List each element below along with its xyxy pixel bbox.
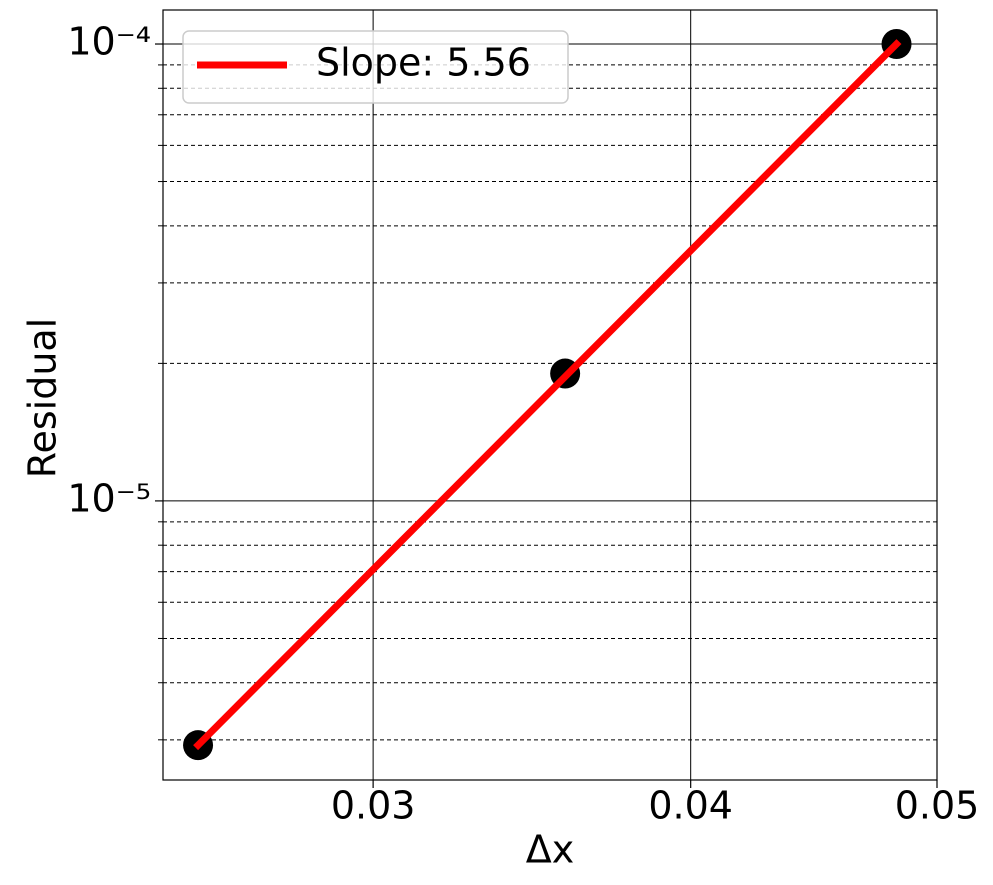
plot-frame [162, 9, 938, 781]
x-tick-label: 0.04 [648, 784, 733, 828]
y-tick-label: 10⁻⁴ [67, 20, 151, 64]
legend-box [182, 30, 569, 104]
x-axis-label: Δx [526, 828, 574, 872]
y-axis-label: Residual [21, 318, 65, 478]
legend: Slope: 5.56 [182, 30, 569, 104]
legend-label: Slope: 5.56 [316, 41, 531, 85]
fit-line [193, 39, 902, 751]
x-tick-label: 0.03 [331, 784, 416, 828]
y-tick-label: 10⁻⁵ [67, 476, 151, 520]
x-tick-label: 0.05 [895, 784, 980, 828]
